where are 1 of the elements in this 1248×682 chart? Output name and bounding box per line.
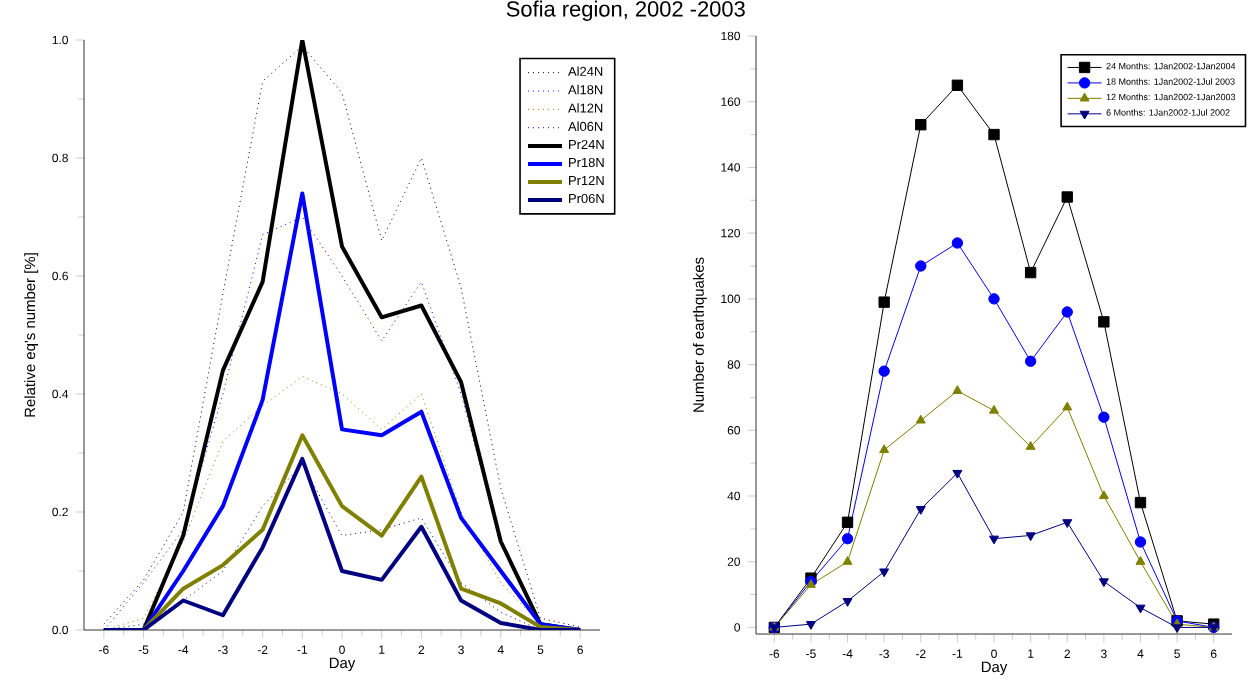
chart-title: Sofia region, 2002 -2003 — [506, 0, 745, 21]
